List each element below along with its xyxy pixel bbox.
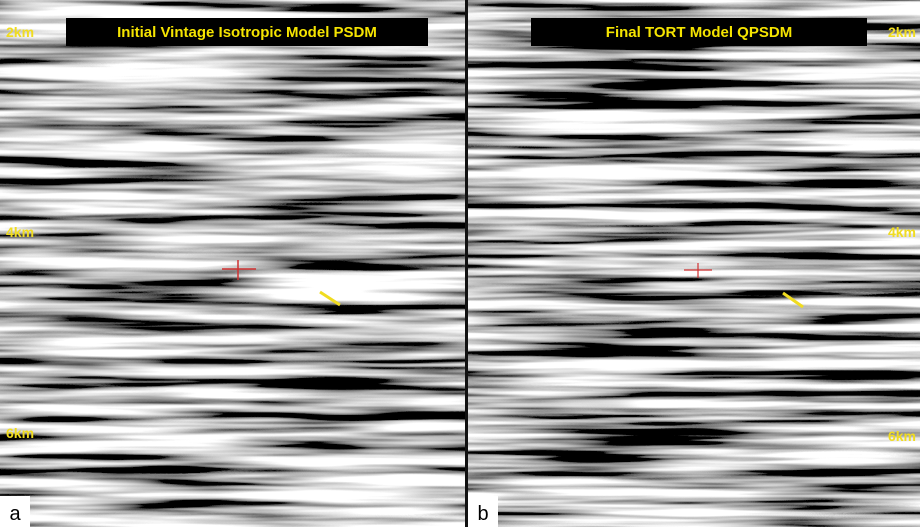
panel-a: Initial Vintage Isotropic Model PSDM 2km…	[0, 0, 465, 527]
panel-letter: b	[477, 503, 488, 525]
panel-b: Final TORT Model QPSDM 2km 4km 6km b	[468, 0, 920, 527]
depth-label: 2km	[888, 24, 916, 40]
depth-label: 4km	[6, 224, 34, 240]
panel-title: Final TORT Model QPSDM	[606, 24, 792, 41]
depth-label: 6km	[888, 428, 916, 444]
depth-label: 2km	[6, 24, 34, 40]
seismic-texture	[468, 0, 920, 527]
panel-letter: a	[9, 503, 21, 525]
figure: Initial Vintage Isotropic Model PSDM 2km…	[0, 0, 920, 527]
seismic-texture	[0, 0, 465, 527]
depth-label: 6km	[6, 425, 34, 441]
depth-label: 4km	[888, 224, 916, 240]
divider	[465, 0, 468, 527]
panel-title: Initial Vintage Isotropic Model PSDM	[117, 24, 377, 41]
